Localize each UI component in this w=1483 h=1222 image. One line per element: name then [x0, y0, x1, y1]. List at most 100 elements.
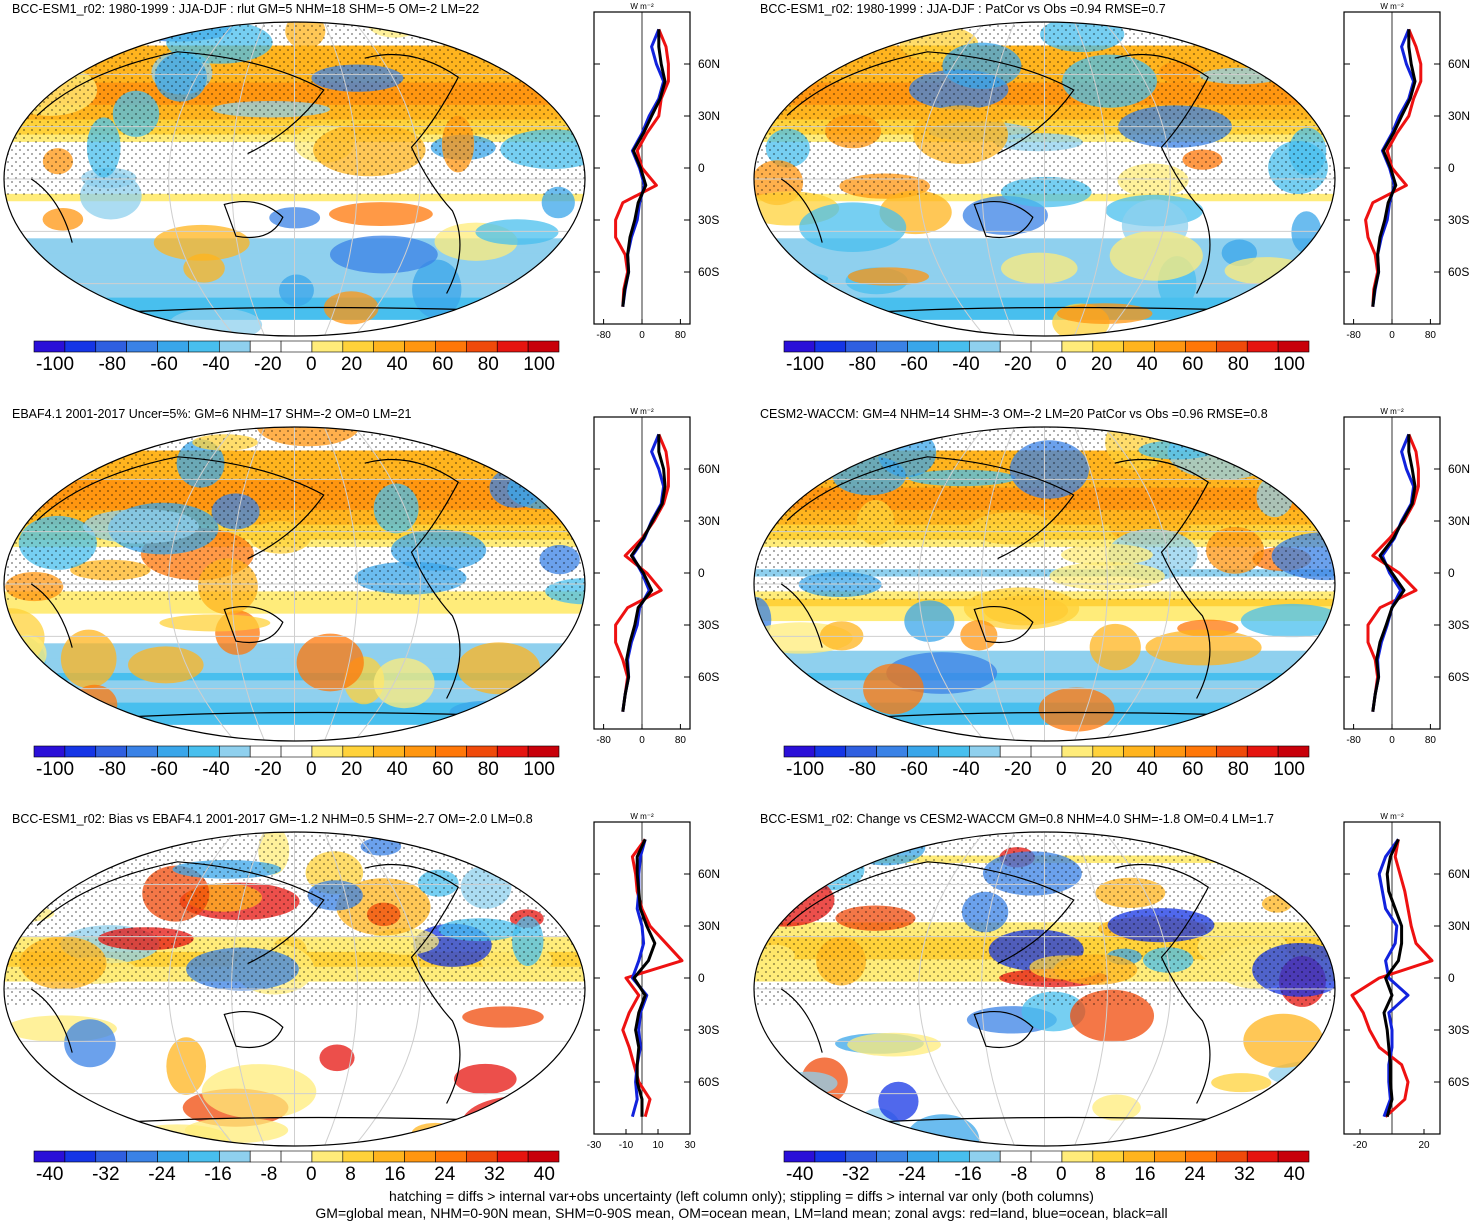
colorbar-tick-label: -60: [900, 354, 928, 375]
coastline: [36, 861, 325, 965]
colorbar-segment: [1030, 340, 1063, 353]
colorbar-segment: [1061, 1150, 1094, 1163]
colorbar-segment: [280, 340, 313, 353]
colorbar-segment: [845, 340, 877, 353]
colorbar-tick-label: -16: [204, 1164, 232, 1185]
colorbar-segment: [1030, 745, 1063, 758]
x-tick-label: 20: [1418, 1140, 1430, 1151]
colorbar-segment: [126, 340, 158, 353]
field-blob: [1089, 623, 1141, 671]
x-tick-label: 0: [639, 330, 645, 341]
panel-title: EBAF4.1 2001-2017 Uncer=5%: GM=6 NHM=17 …: [12, 407, 412, 421]
colorbar-segment: [1092, 1150, 1125, 1163]
colorbar-segment: [249, 745, 282, 758]
x-tick-label: -80: [1346, 330, 1361, 341]
zonal-series-all: [632, 838, 657, 1117]
colorbar-tick-label: 0: [1056, 354, 1067, 375]
field-blob: [1263, 427, 1335, 452]
colorbar-tick-label: 60: [1182, 354, 1204, 375]
field-blob: [60, 629, 117, 688]
field-blob: [814, 1135, 914, 1146]
zonal-mean-plot: W m⁻² 60N 30N 0 30S 60S -80 0 80: [593, 2, 720, 341]
x-tick-label: -10: [619, 1140, 634, 1151]
colorbar-tick-label: 40: [1136, 759, 1158, 780]
colorbar-tick-label: 60: [432, 759, 454, 780]
lat-tick-label: 0: [698, 161, 705, 175]
field-blob: [825, 427, 900, 444]
colorbar-tick-label: 100: [523, 759, 555, 780]
map-border: [3, 831, 586, 1147]
field-blob: [475, 219, 559, 245]
x-tick-label: 80: [1425, 330, 1437, 341]
colorbar: [33, 745, 560, 758]
colorbar-segment: [1185, 745, 1217, 758]
field-blob: [71, 684, 118, 725]
colorbar-tick-label: -20: [1004, 354, 1032, 375]
x-tick-label: 10: [652, 1140, 664, 1151]
x-tick-label: -30: [587, 1140, 602, 1151]
x-tick-label: -80: [596, 735, 611, 746]
field-blob: [1001, 252, 1078, 284]
colorbar-labels: -100 -80 -60 -40 -20 0 20 40 60 80 100: [36, 354, 555, 376]
colorbar-tick-label: -100: [36, 354, 75, 375]
colorbar: [783, 745, 1310, 758]
colorbar-segment: [33, 745, 66, 758]
lat-tick-label: 60N: [1448, 867, 1470, 881]
colorbar-tick-label: 24: [434, 1164, 456, 1185]
colorbar-segment: [968, 1150, 1001, 1163]
colorbar-segment: [95, 340, 127, 353]
coastline: [780, 178, 823, 243]
colorbar-segment: [1277, 745, 1310, 758]
colorbar-segment: [496, 340, 529, 353]
field-blob: [1240, 603, 1335, 638]
colorbar-tick-label: -40: [36, 1164, 64, 1185]
x-tick-label: -20: [1353, 1140, 1368, 1151]
colorbar-tick-label: -40: [202, 354, 230, 375]
lat-tick-label: 60N: [698, 462, 720, 476]
zonal-series-ocean: [1377, 838, 1410, 1118]
field-blob: [530, 22, 585, 71]
field-blob: [453, 1063, 517, 1095]
colorbar-tick-label: 40: [386, 354, 408, 375]
coastline: [30, 178, 73, 243]
coastline: [1114, 458, 1211, 699]
coastline: [36, 51, 325, 155]
graticule-lon: [1102, 832, 1171, 1146]
x-tick-label: -80: [596, 330, 611, 341]
colorbar-tick-label: 100: [1273, 759, 1305, 780]
graticule-lon: [231, 832, 266, 1146]
coastline: [786, 51, 1075, 155]
graticule-lon: [168, 22, 237, 336]
lat-tick-label: 0: [1448, 161, 1455, 175]
colorbar-segment: [814, 340, 847, 353]
colorbar-segment: [876, 1150, 908, 1163]
colorbar-segment: [466, 745, 498, 758]
colorbar-tick-label: -40: [786, 1164, 814, 1185]
field-blob: [166, 1037, 207, 1095]
colorbar-tick-label: -80: [848, 354, 876, 375]
zonal-series-all: [1371, 29, 1417, 307]
colorbar-segment: [527, 745, 560, 758]
colorbar-tick-label: 20: [1091, 354, 1113, 375]
colorbar-segment: [1061, 340, 1094, 353]
colorbar-segment: [968, 340, 1001, 353]
colorbar-tick-label: 8: [1095, 1164, 1106, 1185]
coastline: [364, 863, 461, 1104]
colorbar-segment: [1123, 745, 1155, 758]
colorbar-segment: [218, 745, 251, 758]
colorbar-tick-label: -8: [1010, 1164, 1028, 1185]
graticule-lon: [1073, 22, 1108, 336]
graticule-lon: [918, 832, 987, 1146]
graticule-lon: [352, 427, 421, 741]
colorbar-segment: [218, 340, 251, 353]
lat-tick-label: 0: [698, 971, 705, 985]
colorbar-tick-label: 8: [345, 1164, 356, 1185]
colorbar-segment: [188, 340, 220, 353]
field-blob: [42, 208, 84, 231]
colorbar-segment: [938, 745, 970, 758]
figure-panel-5: BCC-ESM1_r02: Bias vs EBAF4.1 2001-2017 …: [0, 810, 740, 1210]
zonal-mean-plot: W m⁻² 60N 30N 0 30S 60S -80 0 80: [1343, 2, 1470, 341]
lat-tick-label: 60S: [1448, 265, 1469, 279]
colorbar-segment: [1092, 745, 1125, 758]
map-plot: [3, 831, 586, 1147]
